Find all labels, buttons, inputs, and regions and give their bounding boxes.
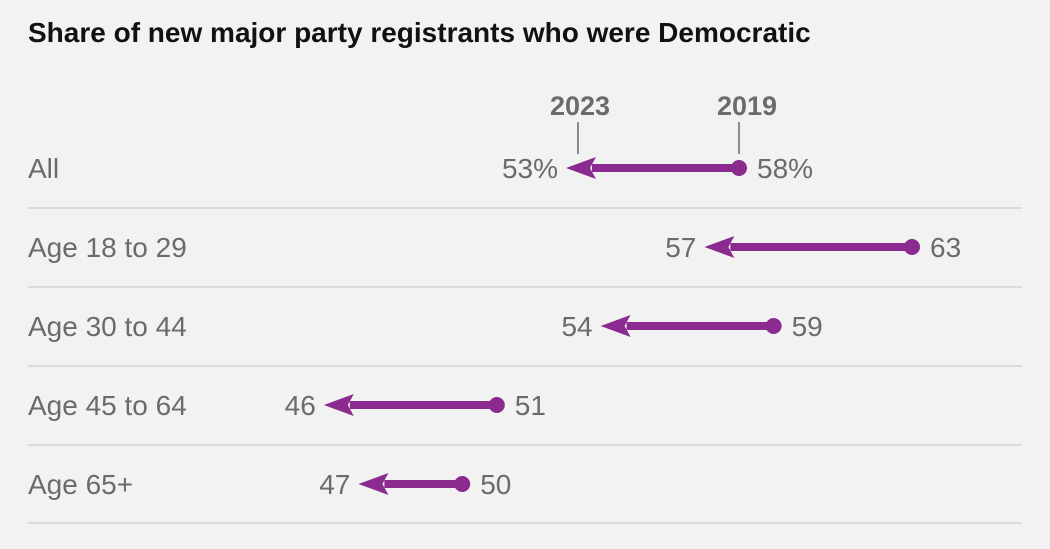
row-label: Age 45 to 64 bbox=[28, 390, 187, 421]
row-label: Age 30 to 44 bbox=[28, 311, 187, 342]
row-4: Age 45 to 64 46 51 bbox=[28, 390, 1022, 446]
legend-2023-label: 2023 bbox=[550, 91, 610, 121]
dot-2019 bbox=[454, 476, 471, 492]
value-label-2023: 54 bbox=[561, 311, 592, 342]
chart-rows: All 53% 58% Age 18 to 29 57 63 Age 30 to 44 54 5… bbox=[28, 153, 1022, 524]
value-label-2019: 59 bbox=[792, 311, 823, 342]
value-label-2019: 50 bbox=[480, 469, 511, 500]
year-legend: 2023 2019 bbox=[550, 91, 777, 154]
legend-2019-label: 2019 bbox=[717, 91, 777, 121]
dot-2019 bbox=[765, 318, 782, 334]
arrow-head-2023 bbox=[323, 394, 354, 416]
row-3: Age 30 to 44 54 59 bbox=[28, 311, 1022, 367]
value-label-2019: 58% bbox=[757, 153, 813, 184]
value-label-2023: 46 bbox=[285, 390, 316, 421]
arrow-head-2023 bbox=[566, 157, 596, 179]
chart-title: Share of new major party registrants who… bbox=[28, 17, 811, 48]
arrow-head-2023 bbox=[358, 473, 389, 495]
dot-2019 bbox=[904, 239, 920, 255]
dot-2019 bbox=[731, 160, 747, 176]
arrow-head-2023 bbox=[704, 236, 735, 258]
arrow-head-2023 bbox=[600, 315, 631, 337]
row-2: Age 18 to 29 57 63 bbox=[28, 232, 1022, 288]
row-label: Age 65+ bbox=[28, 469, 133, 500]
value-label-2023: 53% bbox=[502, 153, 558, 184]
row-5: Age 65+ 47 50 bbox=[28, 469, 1022, 524]
value-label-2023: 57 bbox=[665, 232, 696, 263]
row-label: All bbox=[28, 153, 59, 184]
row-label: Age 18 to 29 bbox=[28, 232, 187, 263]
row-1: All 53% 58% bbox=[28, 153, 1022, 209]
value-label-2019: 51 bbox=[515, 390, 546, 421]
value-label-2023: 47 bbox=[319, 469, 350, 500]
dot-2019 bbox=[488, 397, 505, 413]
value-label-2019: 63 bbox=[930, 232, 961, 263]
